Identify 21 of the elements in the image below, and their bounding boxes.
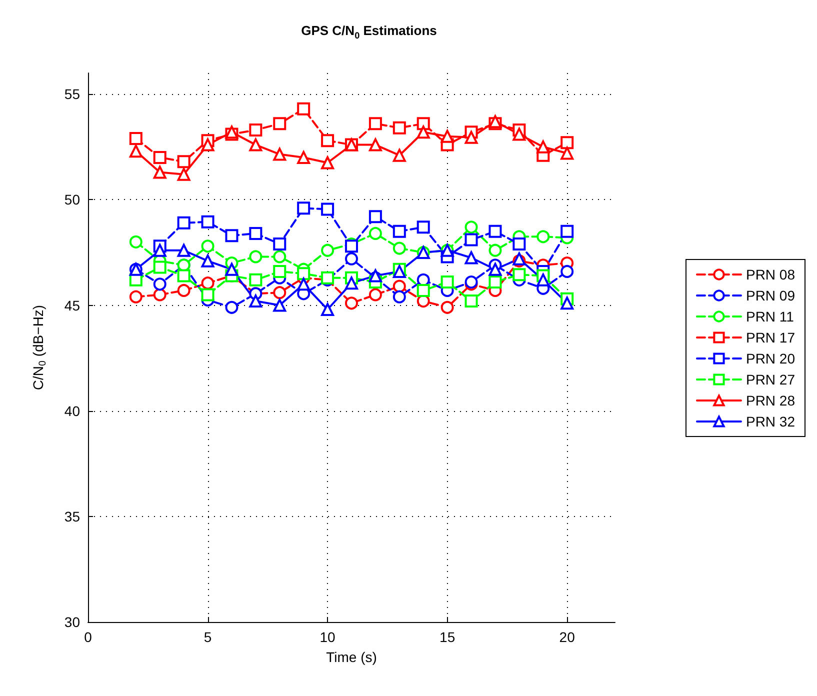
y-tick-label: 35	[64, 508, 80, 524]
legend-label: PRN 17	[746, 330, 796, 346]
x-tick-label: 20	[559, 629, 576, 645]
y-tick-label: 40	[64, 402, 80, 419]
legend-label: PRN 08	[746, 266, 796, 282]
x-axis-title: Time (s)	[326, 649, 377, 665]
x-tick-label: 10	[320, 629, 336, 645]
x-tick-label: 15	[440, 629, 456, 645]
y-tick-label: 50	[64, 192, 80, 208]
legend-label: PRN 28	[746, 392, 796, 408]
y-tick-label: 30	[64, 614, 80, 630]
x-tick-label: 0	[84, 629, 92, 645]
y-tick-label: 45	[64, 297, 80, 314]
x-tick-label: 5	[204, 629, 212, 645]
y-axis-title: C/N0 (dB−Hz)	[30, 304, 48, 390]
legend-label: PRN 32	[746, 414, 796, 430]
legend-label: PRN 20	[746, 350, 796, 366]
legend-label: PRN 27	[746, 372, 796, 388]
legend-label: PRN 11	[746, 308, 794, 324]
y-tick-label: 55	[64, 86, 80, 102]
legend-label: PRN 09	[746, 288, 796, 304]
